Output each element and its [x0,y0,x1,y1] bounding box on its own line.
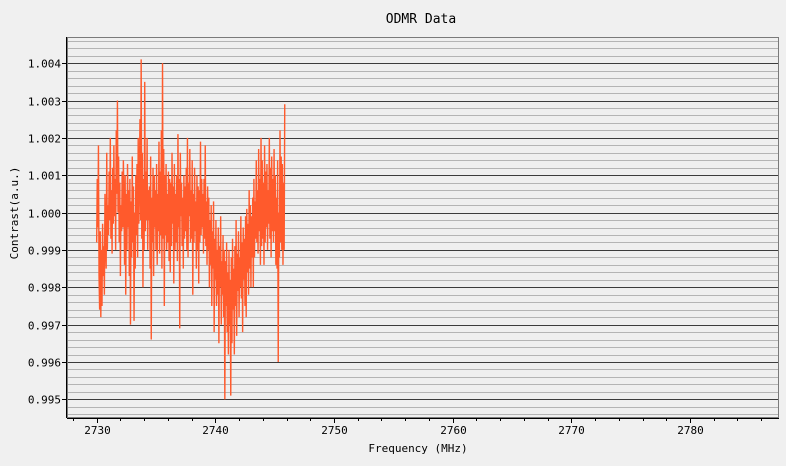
x-tick-label: 2740 [202,424,229,437]
x-axis-label: Frequency (MHz) [368,442,467,455]
y-tick-label: 0.999 [28,245,61,258]
y-tick-label: 1.001 [28,170,61,183]
y-axis: 0.995 0.996 0.997 0.998 0.999 1.000 1.001 1.002… [28,37,67,418]
series-layer [95,59,286,400]
y-axis-label: Contrast(a.u.) [8,167,21,260]
y-tick-label: 0.997 [28,320,61,333]
y-tick-label: 0.995 [28,394,61,407]
plot-area [67,37,779,418]
x-tick-label: 2730 [84,424,111,437]
y-tick-label: 0.998 [28,282,61,295]
x-tick-label: 2750 [321,424,348,437]
chart-title: ODMR Data [386,12,456,27]
x-axis: 2730 2740 2750 2760 2770 2780 [67,418,779,437]
x-tick-label: 2760 [440,424,467,437]
y-tick-label: 0.996 [28,357,61,370]
y-tick-label: 1.004 [28,58,61,71]
y-tick-label: 1.003 [28,96,61,109]
plot-frame [67,37,779,418]
x-tick-label: 2770 [558,424,585,437]
series-line [95,59,286,400]
x-tick-label: 2780 [677,424,704,437]
y-tick-label: 1.000 [28,208,61,221]
y-tick-label: 1.002 [28,133,61,146]
